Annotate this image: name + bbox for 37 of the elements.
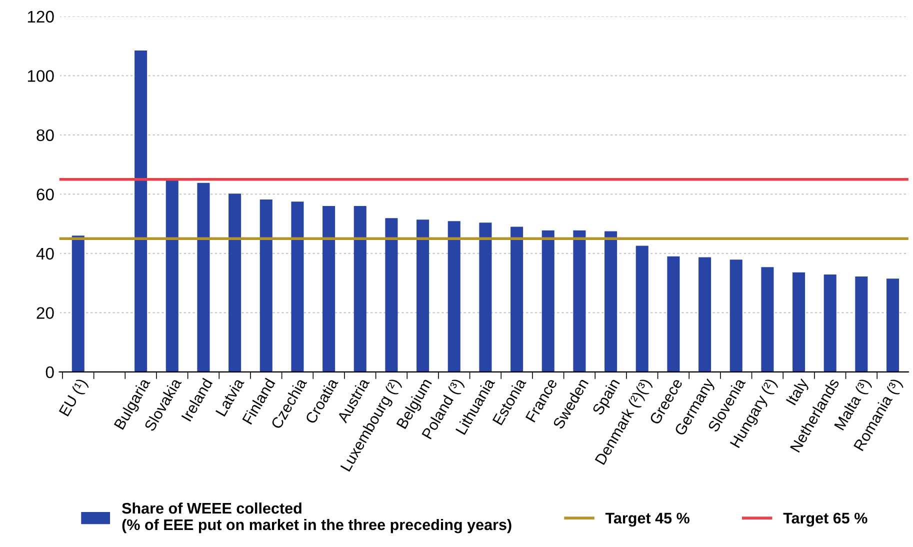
bar: [416, 220, 430, 372]
bar: [636, 246, 648, 372]
bar: [197, 182, 210, 372]
y-tick-label: 120: [28, 10, 54, 23]
bar: [761, 267, 774, 372]
y-tick-label: 100: [28, 70, 54, 82]
bar: [604, 231, 618, 372]
bar: [134, 50, 148, 372]
bar: [824, 274, 836, 372]
bar: [260, 200, 272, 372]
y-tick-label: 80: [36, 129, 54, 142]
bar: [730, 260, 742, 372]
bar: [542, 230, 554, 372]
bar: [886, 278, 900, 372]
bar: [354, 206, 366, 372]
bar: [228, 194, 242, 372]
bar: [510, 226, 524, 372]
bar: [667, 256, 680, 372]
y-tick-label: 20: [36, 307, 54, 319]
bar: [573, 230, 586, 372]
bar: [855, 276, 868, 372]
legend-label: Target 45 %: [605, 512, 690, 527]
bar: [72, 236, 84, 372]
legend-label: Share of WEEE collected (% of EEE put on market in the three preceding years): [122, 502, 512, 534]
bar: [166, 179, 178, 372]
bar: [291, 202, 304, 372]
legend-label: Target 65 %: [783, 512, 868, 527]
y-tick-label: 60: [36, 188, 54, 200]
bar: [385, 218, 398, 372]
y-tick-label: 40: [36, 248, 54, 260]
bar: [792, 272, 806, 372]
y-tick-label: 0: [46, 366, 54, 378]
bar: [448, 221, 460, 372]
x-tick-label: EU (¹): [58, 378, 90, 418]
bar: [479, 222, 492, 372]
bar: [698, 257, 712, 372]
bar: [322, 206, 336, 372]
